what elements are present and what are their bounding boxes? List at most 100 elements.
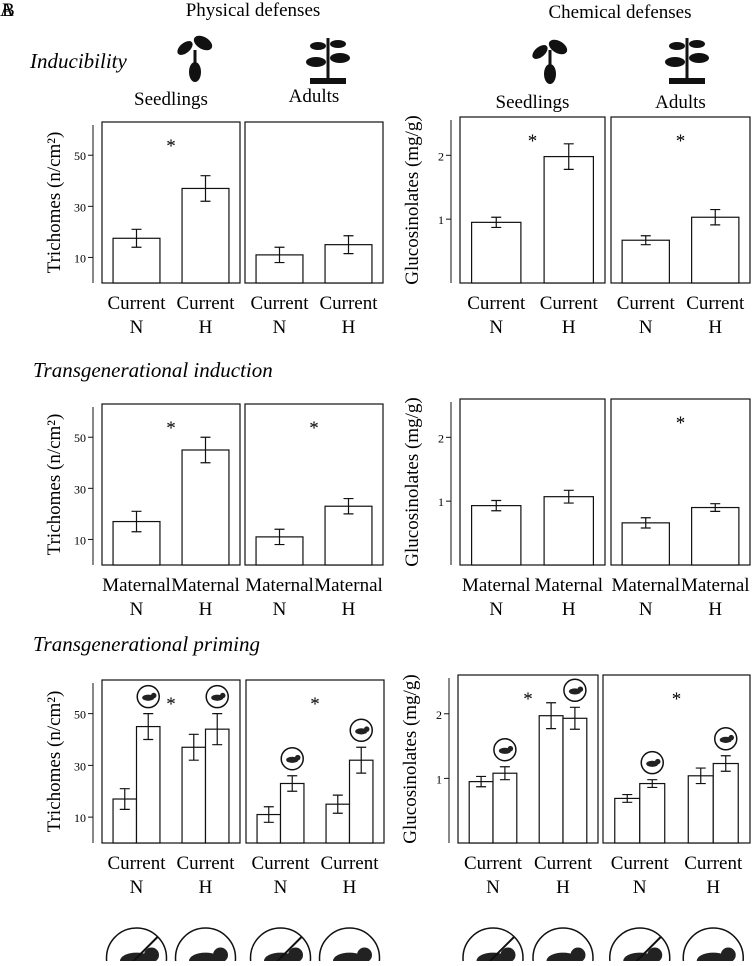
significance: * (166, 694, 176, 715)
x-tick-label: H (556, 877, 570, 898)
error-bar (640, 517, 651, 529)
error-bar (710, 208, 721, 226)
caterpillar-head (647, 947, 663, 963)
bar (181, 187, 230, 284)
caterpillar-head (654, 758, 661, 765)
seedling-icon (177, 35, 568, 84)
y-tick-label: 50 (74, 708, 86, 722)
x-tick-label: H (199, 877, 213, 898)
section-title: Inducibility (29, 49, 127, 73)
bar (204, 728, 230, 844)
bar (492, 772, 518, 844)
bar (691, 216, 740, 284)
y-tick-label: 2 (438, 431, 444, 445)
caterpillar-head (728, 734, 734, 741)
error-bar (343, 497, 354, 515)
significance: * (166, 418, 176, 439)
bar (181, 746, 207, 844)
panel-frame (610, 116, 751, 284)
x-tick-label: N (489, 317, 503, 338)
error-bar (131, 228, 142, 248)
error-bar (200, 175, 211, 202)
bar (614, 797, 641, 844)
y-tick-label: 10 (74, 533, 86, 547)
x-tick-label: N (486, 877, 500, 898)
caterpillar-head (363, 726, 370, 732)
y-tick-label: 50 (74, 431, 86, 445)
no-herbivore (271, 936, 303, 966)
caterpillar-head (294, 754, 301, 761)
bar (468, 781, 494, 844)
significance: * (676, 131, 686, 152)
x-tick-label: Current (176, 853, 235, 874)
y-tick-label: 30 (74, 482, 86, 496)
x-tick-label: H (199, 317, 213, 338)
error-bar (356, 746, 367, 774)
x-tick-label: Maternal (534, 575, 603, 596)
error-bar (263, 806, 274, 823)
significance: * (676, 413, 686, 434)
no-herbivore (127, 936, 159, 966)
panel-label: B (2, 0, 15, 21)
error-bar (720, 755, 731, 772)
panel-frame (244, 403, 384, 566)
y-axis-label: Trichomes (n/cm²) (44, 691, 65, 833)
section-title: Transgenerational induction (33, 358, 273, 382)
error-bar (546, 702, 557, 730)
x-tick-label: Current (320, 853, 379, 874)
y-tick-label: 30 (74, 200, 86, 214)
x-tick-label: Maternal (171, 575, 240, 596)
caterpillar-head (500, 947, 516, 963)
error-bar (119, 788, 130, 810)
y-axis-label: Trichomes (n/cm²) (44, 132, 65, 274)
significance: * (310, 694, 320, 715)
panel-frame (244, 121, 384, 284)
bar (691, 506, 740, 566)
x-tick-label: Maternal (314, 575, 383, 596)
x-tick-label: N (489, 599, 503, 620)
x-tick-label: N (639, 599, 653, 620)
x-tick-label: N (273, 317, 287, 338)
panel-frame (602, 674, 751, 844)
panel-title: Seedlings (496, 92, 570, 113)
x-tick-label: Current (107, 853, 166, 874)
no-herbivore (483, 936, 515, 966)
bar (639, 782, 666, 844)
x-tick-label: Maternal (245, 575, 314, 596)
bar (135, 725, 161, 844)
panel-title: Adults (655, 92, 706, 113)
error-bar (274, 528, 285, 546)
x-tick-label: H (199, 599, 213, 620)
caterpillar-head (144, 947, 159, 963)
caterpillar-head (213, 947, 228, 963)
caterpillar-head (150, 692, 157, 699)
error-bar (563, 143, 574, 170)
x-tick-label: Current (684, 853, 743, 874)
x-tick-label: N (274, 877, 288, 898)
panel-frame (610, 398, 751, 566)
panel-label: A (0, 0, 14, 21)
x-tick-label: Current (251, 853, 310, 874)
caterpillar-head (219, 692, 226, 699)
bar (712, 762, 739, 844)
x-tick-label: Maternal (102, 575, 171, 596)
panel-frame (101, 403, 241, 566)
error-bar (640, 235, 651, 246)
section-title: Transgenerational priming (33, 632, 260, 656)
x-tick-label: H (706, 877, 720, 898)
x-tick-label: Current (467, 293, 526, 314)
bar (324, 505, 373, 566)
y-axis-label: Glucosinolates (mg/g) (402, 397, 423, 566)
bar (562, 717, 588, 844)
no-herbivore (630, 936, 662, 966)
x-tick-label: Current (319, 293, 378, 314)
panel-frame (457, 674, 599, 844)
group-title: Physical defenses (186, 0, 321, 21)
bar (687, 775, 714, 844)
x-tick-label: Maternal (462, 575, 531, 596)
bar (538, 715, 564, 844)
error-bar (343, 235, 354, 255)
x-tick-label: H (562, 599, 576, 620)
x-tick-label: Current (107, 293, 166, 314)
